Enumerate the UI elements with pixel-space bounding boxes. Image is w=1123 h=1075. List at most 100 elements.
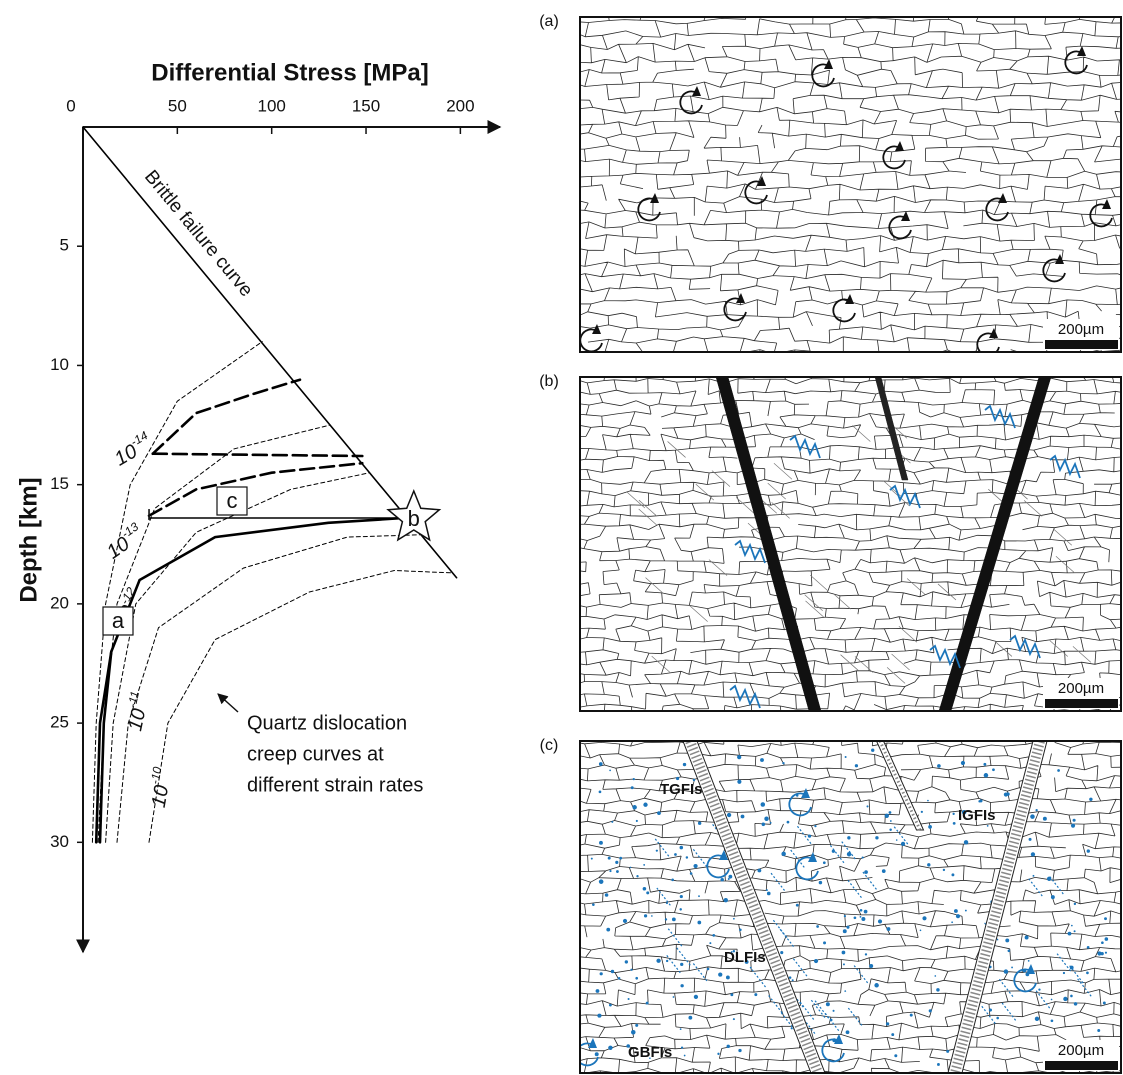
- fault-band: [715, 377, 822, 711]
- hatch: [773, 462, 793, 480]
- rotation-arrow: [679, 90, 703, 115]
- rotation-arrowhead: [824, 59, 833, 69]
- fluid-inclusion: [786, 820, 790, 824]
- fluid-inclusion: [635, 819, 638, 823]
- fluid-inclusion: [1011, 966, 1013, 969]
- hatch: [832, 592, 852, 610]
- fluid-inclusion: [823, 941, 827, 945]
- fluid-inclusion: [946, 1049, 950, 1053]
- fluid-inclusion: [1050, 895, 1055, 900]
- panel: [580, 377, 1121, 711]
- fluid-inclusion: [674, 853, 677, 856]
- fluid-inclusion: [765, 889, 768, 892]
- curve-label-base: 10: [125, 707, 151, 733]
- fluid-inclusion: [609, 769, 611, 772]
- fluid-inclusion: [854, 764, 859, 768]
- fluid-inclusion: [818, 880, 823, 885]
- fluid-inclusion: [636, 875, 639, 878]
- fluid-inclusion: [744, 959, 749, 964]
- path-label: c: [227, 488, 238, 513]
- fluid-inclusion: [859, 908, 863, 912]
- fluid-inclusion: [791, 979, 794, 982]
- panel-frame: [579, 376, 1122, 712]
- fluid-inclusion: [864, 953, 868, 956]
- fluid-inclusion: [624, 960, 629, 964]
- rotation-arrow: [882, 145, 906, 170]
- fluid-inclusion: [1050, 1019, 1054, 1023]
- fluid-inclusion: [782, 761, 785, 765]
- fluid-inclusion: [1104, 951, 1108, 954]
- fluid-inclusion: [671, 917, 676, 922]
- fluid-inclusion: [844, 756, 847, 759]
- fluid-inclusion: [1097, 1029, 1101, 1032]
- fluid-inclusion: [845, 1030, 850, 1035]
- fluid-inclusion: [1027, 959, 1030, 962]
- rotation-arrow: [976, 332, 1000, 352]
- fluid-inclusion: [598, 790, 602, 794]
- fluid-inclusion: [1071, 924, 1073, 927]
- fluid-inclusion: [963, 840, 969, 845]
- fluid-inclusion: [866, 805, 869, 808]
- y-tick-label: 5: [60, 236, 69, 255]
- star: [386, 489, 442, 542]
- fluid-inclusion: [635, 976, 639, 980]
- rotation-arrow: [985, 197, 1009, 222]
- fluid-inclusion: [645, 1001, 649, 1005]
- fluid-inclusion: [955, 914, 961, 919]
- rotation-arrow: [637, 197, 661, 222]
- fluid-inclusion: [740, 814, 745, 819]
- fluid-inclusion: [1032, 874, 1035, 877]
- fault-band: [938, 377, 1052, 711]
- fluid-inclusion: [894, 1054, 898, 1058]
- fluid-inclusion: [671, 878, 674, 882]
- series-line: [91, 341, 263, 843]
- fluid-inclusion: [1104, 917, 1107, 921]
- fluid-inclusion: [864, 870, 868, 874]
- fluid-inclusion: [881, 869, 886, 873]
- fluid-inclusion: [665, 959, 669, 963]
- fluid-inclusion: [996, 1016, 999, 1020]
- fluid-inclusion: [986, 824, 989, 827]
- microstructure-label: DLFIs: [724, 949, 766, 966]
- fluid-inclusion: [1100, 951, 1104, 956]
- y-axis-title: Depth [km]: [15, 477, 42, 602]
- fluid-inclusion: [1030, 814, 1035, 819]
- annotation: creep curves at: [247, 743, 384, 765]
- fluid-inclusion: [766, 891, 771, 896]
- series-line: [98, 650, 113, 844]
- fluid-inclusion: [604, 893, 609, 897]
- fluid-inclusion: [1097, 951, 1102, 956]
- fluid-inclusion: [761, 822, 766, 827]
- rotation-arrowhead: [901, 211, 910, 221]
- fluid-inclusion: [732, 950, 736, 953]
- fluid-inclusion: [781, 851, 786, 857]
- fluid-inclusion: [608, 1003, 612, 1007]
- fluid-inclusion: [886, 927, 891, 931]
- fluid-inclusion: [599, 840, 603, 845]
- fluid-squiggle: [1009, 634, 1041, 659]
- fluid-inclusion: [983, 773, 989, 778]
- fluid-inclusion: [760, 758, 764, 762]
- rotation-arrow: [888, 215, 912, 240]
- fluid-squiggle: [734, 539, 766, 564]
- series-name: Brittle failure curve: [140, 166, 257, 300]
- fault-band-fill: [685, 741, 823, 1073]
- x-tick-label: 100: [258, 96, 286, 115]
- fluid-inclusion: [1007, 949, 1011, 953]
- hatch: [1055, 555, 1075, 573]
- fluid-inclusion: [697, 920, 702, 925]
- fluid-inclusion: [1035, 809, 1038, 812]
- fluid-inclusion: [1101, 941, 1104, 945]
- hatch: [638, 508, 657, 526]
- fluid-inclusion: [795, 903, 799, 907]
- curve-label-exp: -11: [125, 690, 142, 709]
- fluid-inclusion: [1050, 998, 1053, 1001]
- fluid-inclusion: [1073, 930, 1076, 933]
- path-label: b: [408, 506, 420, 531]
- rotation-arrowhead: [592, 324, 601, 334]
- fluid-inclusion: [709, 942, 712, 945]
- fluid-inclusion: [978, 800, 981, 803]
- panel: [580, 741, 1121, 1073]
- fluid-inclusion: [643, 864, 646, 866]
- fluid-inclusion: [807, 834, 812, 838]
